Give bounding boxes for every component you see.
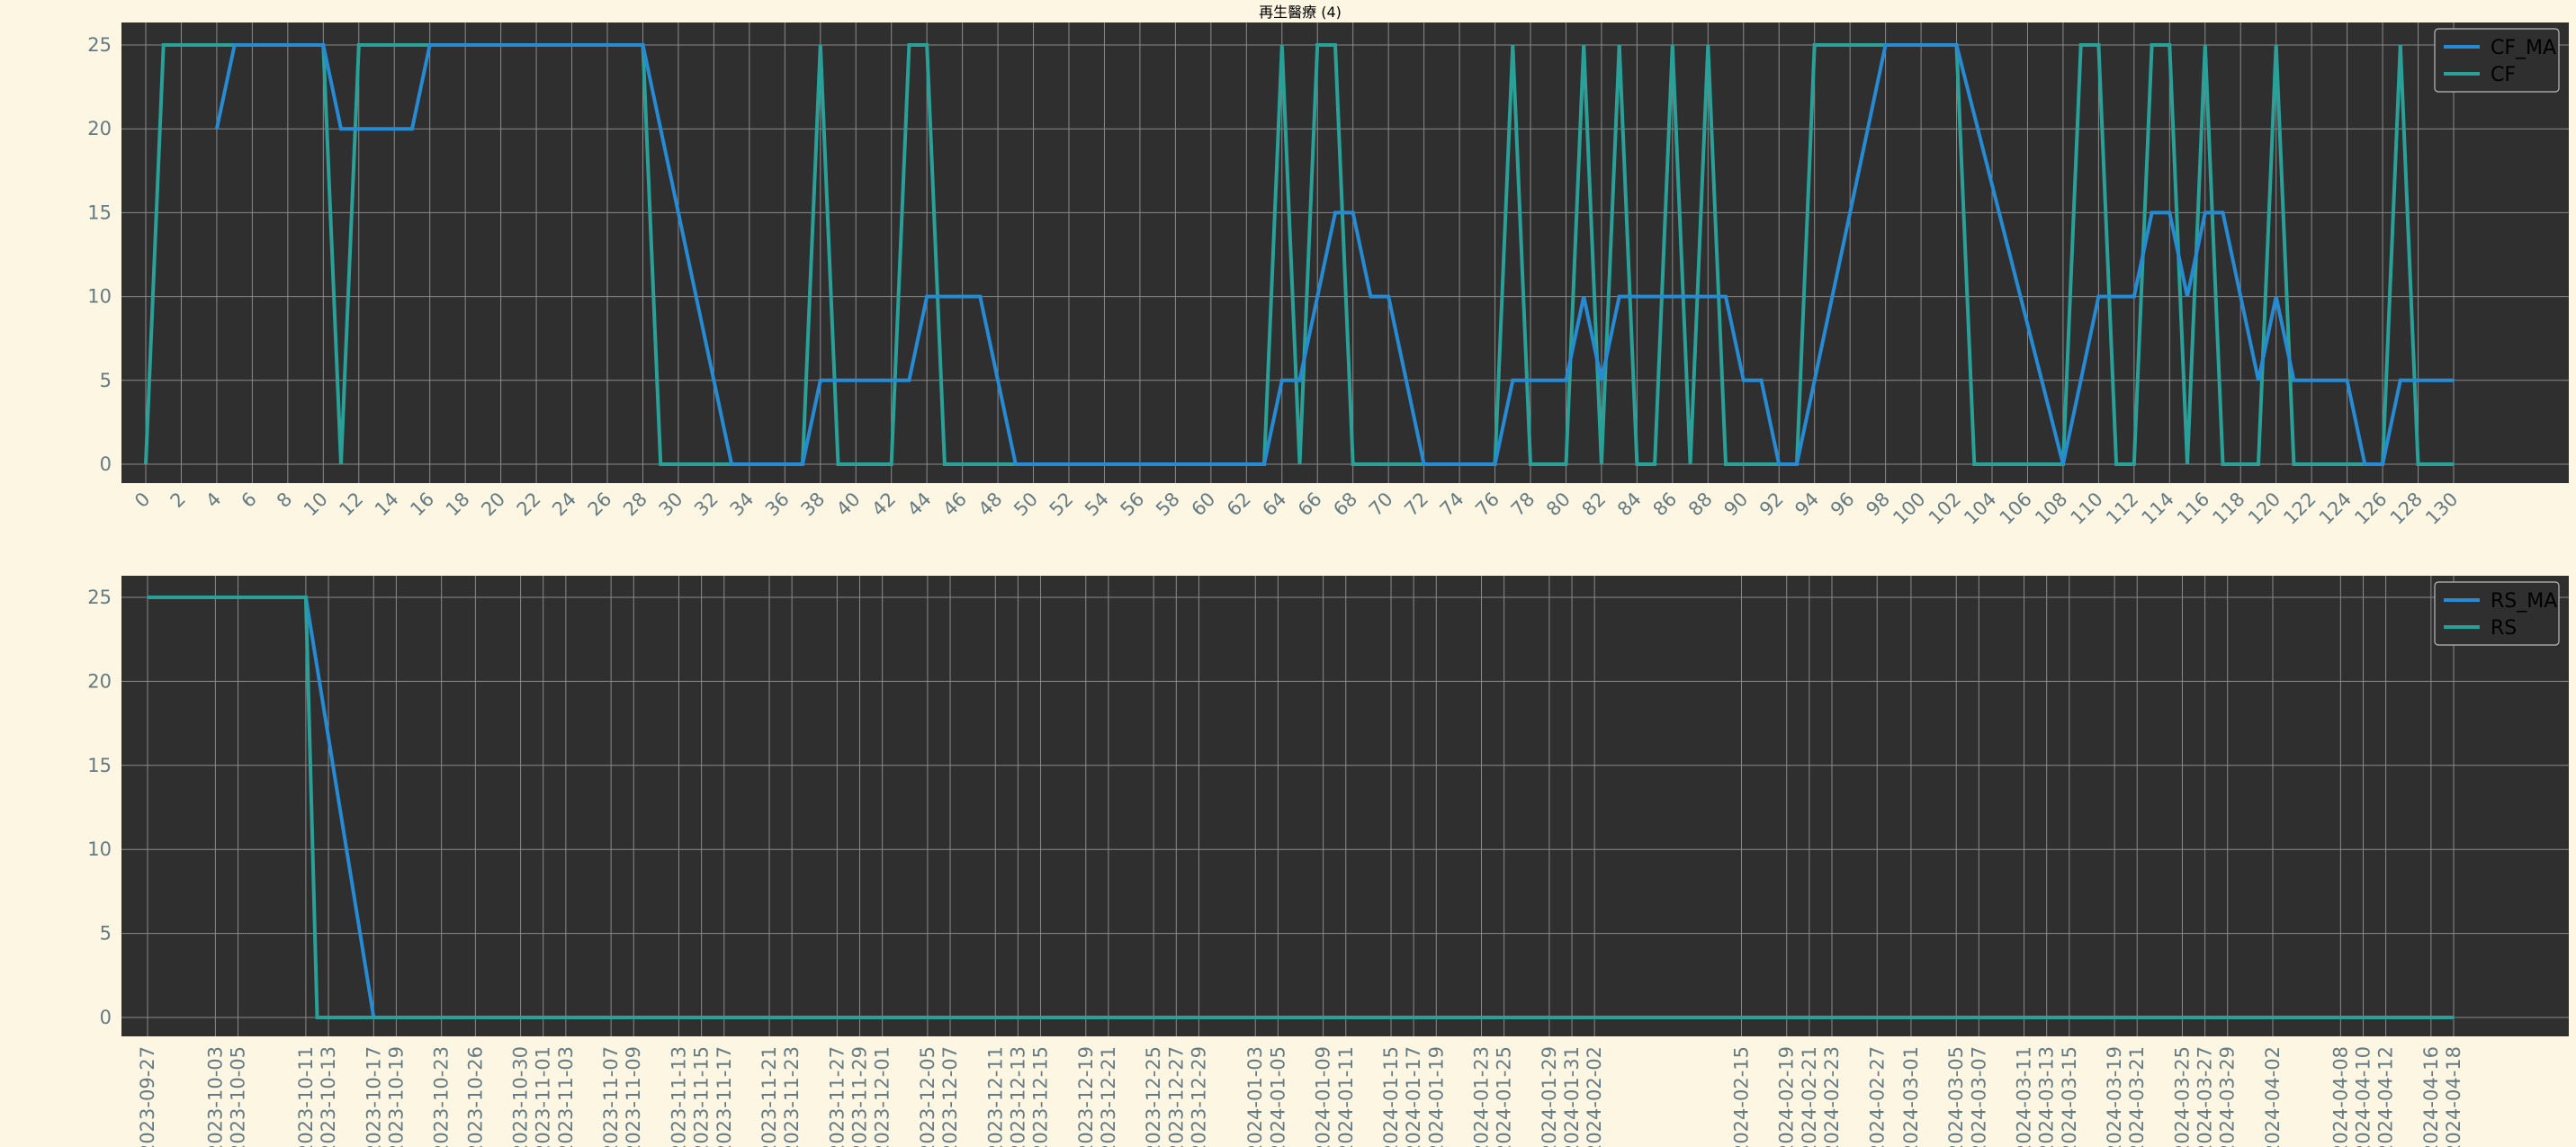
- rs-x-tick-label: 2024-04-12: [2375, 1046, 2397, 1147]
- rs-y-tick-label: 10: [87, 838, 112, 860]
- rs-x-tick-label: 2024-03-07: [1968, 1046, 1989, 1147]
- rs-x-tick-label: 2024-01-29: [1539, 1046, 1560, 1147]
- rs-x-tick-label: 2023-11-27: [826, 1046, 848, 1147]
- cf-y-ticks: 0 5 10 15 20 25: [87, 34, 112, 475]
- rs-x-tick-label: 2023-11-15: [691, 1046, 713, 1147]
- rs-x-tick-label: 2023-11-21: [758, 1046, 780, 1147]
- rs-x-tick-label: 2023-11-23: [781, 1046, 803, 1147]
- rs-y-tick-label: 25: [87, 587, 112, 608]
- rs-x-tick-label: 2024-04-18: [2443, 1046, 2464, 1147]
- rs-y-tick-label: 20: [87, 670, 112, 692]
- rs-x-tick-label: 2023-11-29: [849, 1046, 871, 1147]
- rs-subplot: 0 5 10 15 20 25 2023-09-27 2023-10-03 2023-10-0…: [87, 576, 2569, 1147]
- rs-x-tick-label: 2023-12-07: [939, 1046, 961, 1147]
- rs-x-tick-label: 2024-03-21: [2126, 1046, 2148, 1147]
- rs-y-tick-label: 0: [100, 1007, 112, 1028]
- rs-series-line: [148, 596, 2454, 1019]
- cf-legend-label: CF: [2491, 64, 2516, 86]
- rs-x-tick-label: 2023-10-23: [431, 1046, 453, 1147]
- rs-x-ticks: 2023-09-27 2023-10-03 2023-10-05 2023-10-11…: [137, 1046, 2464, 1147]
- rs-x-tick-label: 2023-12-01: [872, 1046, 893, 1147]
- rs-x-tick-label: 2023-10-19: [385, 1046, 407, 1147]
- rs-x-tick-label: 2023-10-13: [318, 1046, 339, 1147]
- rs-x-tick-label: 2023-10-26: [464, 1046, 486, 1147]
- rs-x-tick-label: 2023-12-25: [1143, 1046, 1164, 1147]
- rs-ma-legend-label: RS_MA: [2491, 590, 2557, 613]
- rs-x-tick-label: 2024-03-11: [2014, 1046, 2035, 1147]
- rs-x-tick-label: 2023-12-15: [1030, 1046, 1052, 1147]
- rs-y-tick-label: 15: [87, 755, 112, 776]
- rs-x-tick-label: 2023-11-01: [533, 1046, 554, 1147]
- rs-x-tick-label: 2023-11-09: [623, 1046, 644, 1147]
- rs-x-tick-label: 2024-03-15: [2059, 1046, 2080, 1147]
- cf-y-tick-label: 10: [87, 286, 112, 308]
- rs-x-tick-label: 2024-02-21: [1799, 1046, 1820, 1147]
- cf-lines: [144, 43, 2454, 466]
- rs-x-tick-label: 2024-01-19: [1425, 1046, 1447, 1147]
- rs-x-tick-label: 2023-11-13: [668, 1046, 689, 1147]
- cf-y-tick-label: 15: [87, 202, 112, 223]
- cf-legend-box: [2434, 28, 2560, 93]
- rs-x-tick-label: 2024-01-15: [1380, 1046, 1402, 1147]
- rs-legend-box: [2434, 581, 2560, 646]
- cf-y-tick-label: 5: [100, 370, 112, 391]
- chart-title: 再生醫療 (4): [1259, 4, 1342, 21]
- rs-x-tick-label: 2024-01-31: [1561, 1046, 1583, 1147]
- rs-x-tick-label: 2024-02-15: [1730, 1046, 1752, 1147]
- rs-x-tick-label: 2023-11-07: [600, 1046, 622, 1147]
- rs-x-tick-label: 2024-01-09: [1313, 1046, 1334, 1147]
- rs-x-tick-label: 2023-12-29: [1188, 1046, 1209, 1147]
- cf-y-tick-label: 20: [87, 118, 112, 139]
- rs-x-tick-label: 2024-04-10: [2352, 1046, 2374, 1147]
- rs-x-tick-label: 2023-10-05: [228, 1046, 249, 1147]
- rs-x-tick-label: 2024-01-03: [1244, 1046, 1266, 1147]
- rs-y-tick-label: 5: [100, 923, 112, 945]
- rs-x-tick-label: 2023-12-21: [1098, 1046, 1119, 1147]
- rs-x-tick-label: 2024-04-16: [2420, 1046, 2442, 1147]
- rs-x-tick-label: 2024-02-23: [1821, 1046, 1843, 1147]
- rs-x-tick-label: 2024-03-05: [1945, 1046, 1967, 1147]
- rs-x-tick-label: 2024-04-08: [2329, 1046, 2351, 1147]
- rs-x-tick-label: 2023-12-11: [984, 1046, 1006, 1147]
- cf-series-line: [144, 43, 2454, 466]
- rs-x-tick-label: 2024-02-02: [1584, 1046, 1605, 1147]
- rs-x-tick-label: 2024-01-17: [1403, 1046, 1424, 1147]
- rs-x-tick-label: 2024-03-01: [1900, 1046, 1922, 1147]
- rs-y-ticks: 0 5 10 15 20 25: [87, 587, 112, 1028]
- rs-x-tick-label: 2024-03-27: [2195, 1046, 2216, 1147]
- rs-legend-label: RS: [2491, 617, 2517, 640]
- rs-x-tick-label: 2024-01-05: [1267, 1046, 1288, 1147]
- rs-x-tick-label: 2024-03-19: [2104, 1046, 2125, 1147]
- rs-x-tick-label: 2023-10-03: [204, 1046, 226, 1147]
- rs-x-tick-label: 2024-03-29: [2217, 1046, 2239, 1147]
- rs-x-tick-label: 2023-11-03: [555, 1046, 577, 1147]
- rs-x-tick-label: 2024-03-13: [2036, 1046, 2058, 1147]
- rs-x-tick-label: 2024-01-25: [1494, 1046, 1515, 1147]
- rs-plot-area: [121, 576, 2569, 1036]
- rs-x-tick-label: 2023-10-17: [363, 1046, 384, 1147]
- rs-x-tick-label: 2024-01-11: [1335, 1046, 1357, 1147]
- cf-y-tick-label: 25: [87, 34, 112, 56]
- cf-ma-series-line: [214, 43, 2454, 466]
- rs-x-tick-label: 2023-12-13: [1007, 1046, 1028, 1147]
- rs-x-tick-label: 2023-10-11: [295, 1046, 317, 1147]
- rs-x-tick-label: 2024-02-19: [1776, 1046, 1798, 1147]
- rs-x-tick-label: 2023-12-05: [917, 1046, 938, 1147]
- cf-y-tick-label: 0: [100, 453, 112, 475]
- rs-legend: RS_MA RS: [2434, 581, 2560, 646]
- rs-x-tick-label: 2023-12-27: [1165, 1046, 1187, 1147]
- cf-ma-legend-label: CF_MA: [2491, 37, 2556, 59]
- rs-lines: [148, 596, 2454, 1019]
- rs-x-tick-label: 2024-01-23: [1471, 1046, 1493, 1147]
- rs-x-tick-label: 2023-09-27: [137, 1046, 158, 1147]
- cf-legend: CF_MA CF: [2434, 28, 2560, 93]
- rs-x-tick-label: 2023-10-30: [510, 1046, 532, 1147]
- rs-x-tick-label: 2024-03-25: [2171, 1046, 2193, 1147]
- rs-x-tick-label: 2023-12-19: [1075, 1046, 1097, 1147]
- rs-x-tick-label: 2024-04-02: [2262, 1046, 2284, 1147]
- rs-x-tick-label: 2023-11-17: [714, 1046, 735, 1147]
- rs-x-tick-label: 2024-02-27: [1866, 1046, 1888, 1147]
